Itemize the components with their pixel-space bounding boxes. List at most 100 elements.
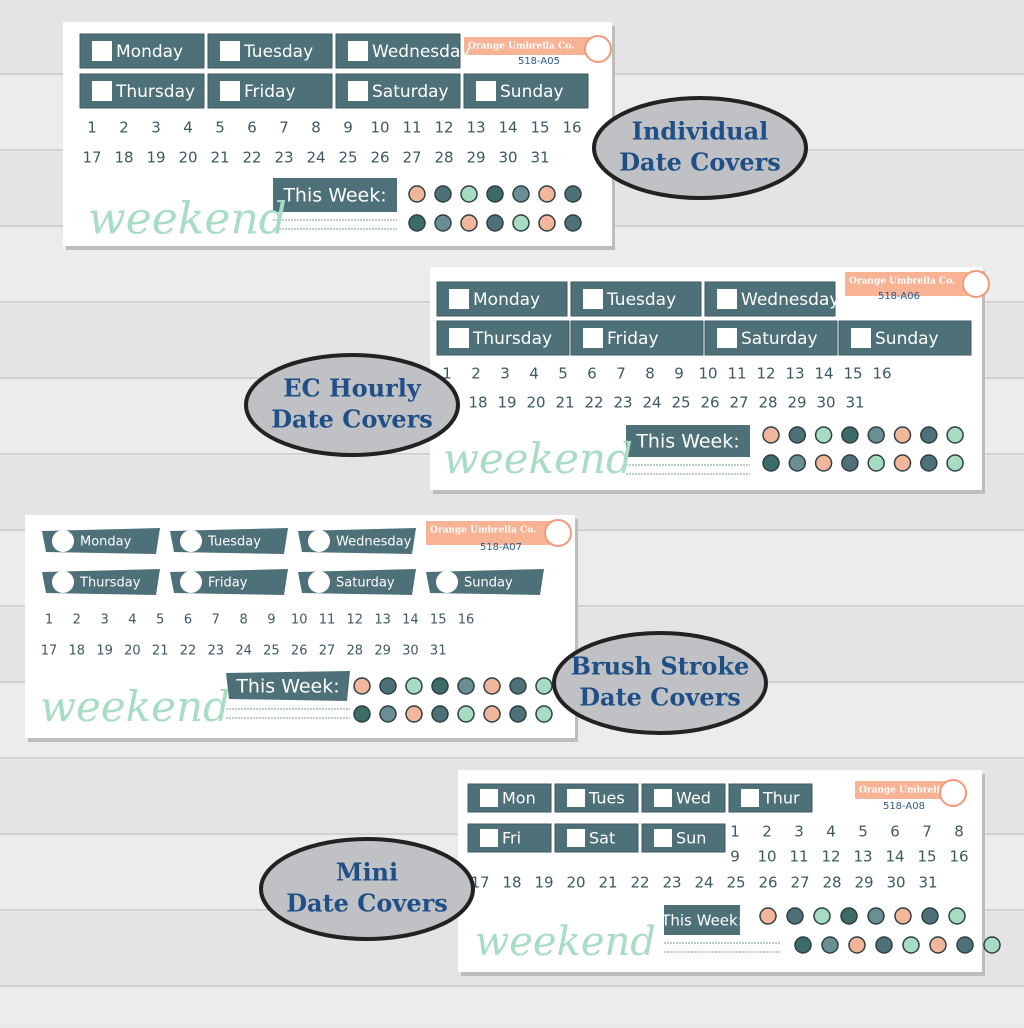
dot-sticker (867, 426, 885, 444)
dot-sticker (946, 454, 964, 472)
dot-sticker (353, 677, 371, 695)
code: 518-A06 (878, 291, 920, 302)
check-box (741, 789, 759, 807)
date-number: 18 (468, 394, 487, 412)
date-number: 7 (212, 613, 220, 628)
day-label: Wednesday (741, 290, 839, 310)
date-number: 1 (45, 613, 53, 628)
date-number: 22 (584, 394, 603, 412)
date-number: 19 (146, 149, 165, 167)
date-number: 31 (845, 394, 864, 412)
label-line: Date Covers (619, 148, 781, 177)
date-number: 6 (890, 823, 900, 841)
check-circle (436, 571, 458, 593)
date-number: 20 (566, 874, 585, 892)
date-number: 26 (291, 644, 308, 659)
dot-sticker (379, 705, 397, 723)
date-number: 8 (954, 823, 964, 841)
dot-sticker (457, 677, 475, 695)
date-number: 13 (466, 119, 485, 137)
dot-sticker (405, 705, 423, 723)
date-number: 3 (151, 119, 161, 137)
date-number: 30 (886, 874, 905, 892)
date-number: 3 (100, 613, 108, 628)
dot-sticker (483, 705, 501, 723)
day-label: Friday (607, 329, 659, 349)
day-label: Saturday (336, 576, 395, 591)
date-number: 9 (674, 365, 684, 383)
date-number: 9 (343, 119, 353, 137)
dot-sticker (762, 426, 780, 444)
date-number: 24 (306, 149, 325, 167)
dot-sticker (875, 936, 893, 954)
dot-sticker (814, 426, 833, 444)
day-label: Tuesday (606, 290, 676, 310)
sticker-sheet: Orange Umbrella Co. 518-A07 Monday Tuesday W… (25, 515, 578, 742)
date-number: 12 (347, 613, 364, 628)
day-label: Saturday (741, 329, 818, 349)
date-number: 14 (498, 119, 517, 137)
brand: Orange Umbrella Co. (849, 277, 955, 287)
dot-sticker (948, 907, 966, 925)
brand: Orange Umbrella Co. (468, 42, 574, 52)
date-number: 25 (338, 149, 357, 167)
date-number: 5 (858, 823, 868, 841)
date-number: 29 (787, 394, 806, 412)
check-circle (308, 530, 330, 552)
date-number: 5 (215, 119, 225, 137)
dot-sticker (535, 677, 553, 695)
date-number: 10 (291, 613, 308, 628)
date-number: 4 (183, 119, 193, 137)
dot-sticker (538, 214, 556, 232)
label-oval (552, 631, 768, 735)
date-number: 22 (180, 644, 197, 659)
date-number: 14 (402, 613, 419, 628)
sticker-sheet: Orange Umbrella Co. 518-A06 Monday Tuesday W… (430, 267, 990, 494)
day-label: Sunday (464, 576, 513, 591)
date-number: 23 (274, 149, 293, 167)
check-box (851, 328, 871, 348)
date-number: 19 (534, 874, 553, 892)
sticker-sheet: Orange Umbrella Co. 518-A05 Monday Tuesday W… (63, 22, 615, 250)
date-number: 7 (616, 365, 626, 383)
date-number: 2 (762, 823, 772, 841)
date-number: 16 (458, 613, 475, 628)
day-label: Wednesday (372, 42, 470, 62)
date-number: 28 (347, 644, 364, 659)
date-number: 17 (82, 149, 101, 167)
date-number: 12 (821, 848, 840, 866)
dot-sticker (535, 705, 553, 723)
code: 518-A05 (518, 56, 560, 67)
date-number: 27 (790, 874, 809, 892)
date-number: 30 (498, 149, 517, 167)
dot-sticker (509, 705, 527, 723)
date-number: 4 (128, 613, 136, 628)
date-number: 7 (279, 119, 289, 137)
brand-box (845, 272, 968, 296)
weekend: weekend (475, 919, 656, 965)
date-number: 16 (872, 365, 891, 383)
date-number: 31 (430, 644, 447, 659)
date-number: 19 (96, 644, 113, 659)
this-week-box (664, 905, 740, 935)
date-number: 21 (598, 874, 617, 892)
this-week: This Week: (635, 431, 739, 453)
dot-sticker (762, 454, 780, 472)
check-box (567, 829, 585, 847)
dot-sticker (431, 677, 449, 695)
day-label: Sunday (500, 82, 564, 102)
date-number: 7 (922, 823, 932, 841)
wood-plank (0, 988, 1024, 1028)
date-number: 5 (558, 365, 568, 383)
date-number: 14 (885, 848, 904, 866)
date-number: 4 (826, 823, 836, 841)
dot-sticker (841, 454, 859, 472)
date-number: 17 (41, 644, 58, 659)
date-number: 19 (497, 394, 516, 412)
date-number: 5 (156, 613, 164, 628)
date-number: 28 (434, 149, 453, 167)
dot-sticker (408, 214, 426, 232)
date-number: 30 (402, 644, 419, 659)
date-number: 27 (729, 394, 748, 412)
